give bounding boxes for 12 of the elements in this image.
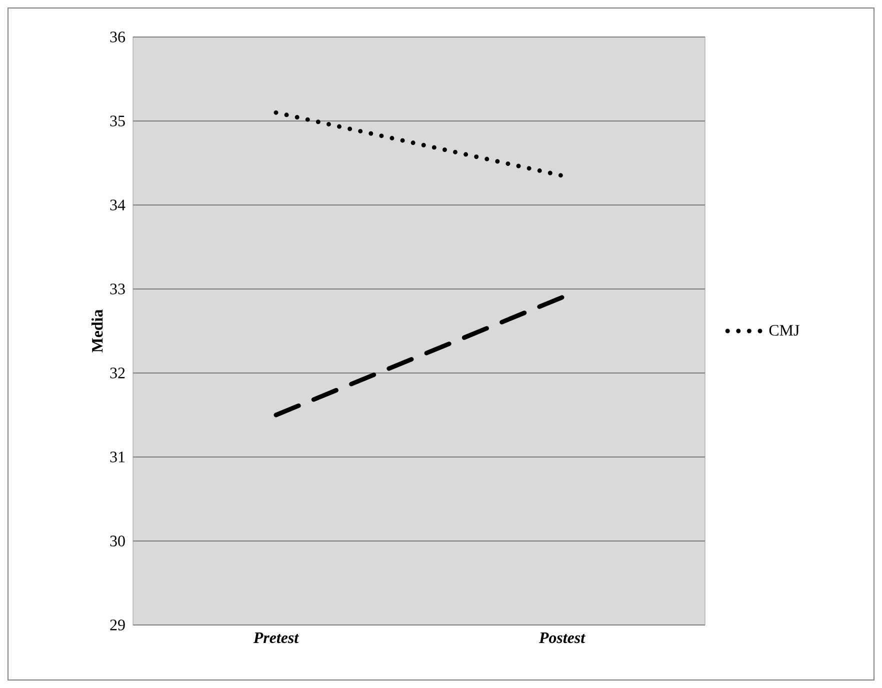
legend-label: CMJ	[769, 324, 800, 336]
y-tick-label: 33	[110, 284, 125, 294]
y-tick-label: 31	[110, 452, 125, 462]
y-tick-label: 29	[110, 620, 125, 630]
y-tick-label: 35	[110, 116, 125, 126]
y-axis-title: Media	[92, 310, 103, 352]
x-tick-label: Postest	[538, 632, 586, 644]
y-tick-label: 32	[110, 368, 125, 378]
y-tick-label: 34	[110, 200, 126, 210]
y-tick-label: 36	[110, 32, 126, 42]
x-tick-label: Pretest	[253, 632, 299, 644]
y-tick-label: 30	[110, 536, 125, 546]
